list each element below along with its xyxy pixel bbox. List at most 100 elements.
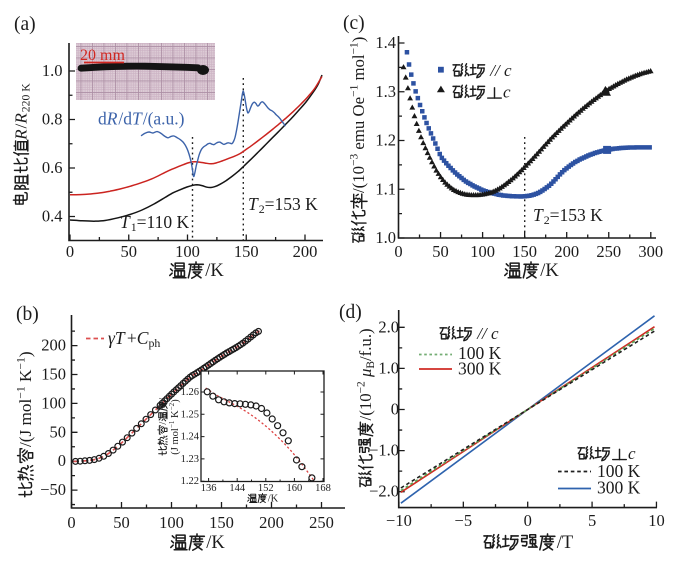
svg-text:300 K: 300 K — [458, 359, 502, 379]
svg-text:152: 152 — [258, 483, 274, 494]
svg-text:/K: /K — [540, 261, 559, 281]
svg-text:1.0: 1.0 — [42, 61, 63, 80]
svg-text:50: 50 — [113, 513, 130, 532]
svg-text:1.26: 1.26 — [181, 387, 199, 398]
svg-text:T: T — [533, 205, 544, 225]
svg-text:250: 250 — [596, 242, 621, 261]
svg-text:0: 0 — [58, 451, 66, 470]
svg-text:300: 300 — [638, 242, 663, 261]
svg-text:// c: // c — [489, 61, 512, 80]
svg-text:): ) — [16, 351, 35, 357]
svg-text:μ: μ — [356, 369, 375, 378]
svg-text:(d): (d) — [339, 302, 362, 323]
svg-text:ph: ph — [148, 336, 160, 350]
svg-text:1: 1 — [131, 220, 137, 234]
svg-text:1.23: 1.23 — [181, 454, 199, 465]
svg-text:c: c — [503, 83, 511, 102]
svg-text:0: 0 — [67, 513, 75, 532]
svg-text:150: 150 — [234, 242, 259, 261]
svg-text:200: 200 — [293, 242, 318, 261]
svg-text:−5: −5 — [455, 511, 473, 530]
svg-text:1.4: 1.4 — [375, 33, 396, 52]
svg-text:−1: −1 — [349, 84, 361, 96]
svg-text:0: 0 — [66, 242, 74, 261]
svg-text:c: c — [628, 444, 636, 463]
svg-text:136: 136 — [201, 483, 217, 494]
svg-text:220 K: 220 K — [19, 83, 32, 112]
svg-text:/: / — [12, 123, 31, 128]
svg-text:150: 150 — [41, 365, 66, 384]
svg-text:C: C — [137, 328, 149, 348]
svg-text:2.0: 2.0 — [378, 317, 399, 336]
svg-text:1.0: 1.0 — [378, 358, 399, 377]
svg-text:/T: /T — [557, 533, 573, 553]
svg-text:1.3: 1.3 — [375, 82, 396, 101]
svg-text:−1: −1 — [349, 42, 361, 54]
svg-text:160: 160 — [287, 483, 303, 494]
svg-text:168: 168 — [315, 483, 331, 494]
svg-text:−2: −2 — [356, 381, 368, 393]
svg-text:=110 K: =110 K — [137, 212, 190, 232]
svg-text:/(J mol: /(J mol — [16, 399, 35, 447]
svg-text:emu Oe: emu Oe — [349, 97, 368, 154]
svg-text:R: R — [106, 109, 118, 129]
svg-text:2: 2 — [259, 202, 265, 216]
svg-text:150: 150 — [512, 242, 537, 261]
svg-text:50: 50 — [432, 242, 449, 261]
svg-text:+: + — [127, 328, 137, 348]
svg-text:1.2: 1.2 — [375, 131, 396, 150]
svg-text:50: 50 — [121, 242, 138, 261]
svg-text:−1: −1 — [14, 386, 27, 399]
svg-text:−10: −10 — [386, 511, 412, 530]
svg-text:200: 200 — [41, 336, 66, 355]
svg-text:/(10: /(10 — [349, 166, 368, 193]
svg-text:/K: /K — [268, 494, 279, 505]
svg-text:T: T — [248, 194, 259, 214]
svg-text:T: T — [132, 109, 143, 129]
svg-text:5: 5 — [588, 511, 596, 530]
svg-text:−1.0: −1.0 — [369, 441, 399, 460]
svg-text:−2.0: −2.0 — [369, 482, 399, 501]
svg-text:0.8: 0.8 — [42, 110, 63, 129]
svg-text:1.25: 1.25 — [181, 409, 199, 420]
svg-text:0: 0 — [391, 400, 399, 419]
svg-text:γT: γT — [108, 328, 126, 348]
svg-text:100: 100 — [470, 242, 495, 261]
svg-text:(b): (b) — [16, 304, 39, 325]
svg-text:B: B — [365, 361, 377, 369]
svg-text:/K: /K — [206, 533, 225, 553]
svg-text:144: 144 — [229, 483, 246, 494]
svg-text:/K: /K — [205, 261, 224, 281]
svg-text:/: / — [158, 422, 169, 425]
svg-text:d: d — [98, 109, 107, 129]
svg-text:1.24: 1.24 — [181, 432, 200, 443]
svg-text:(c): (c) — [343, 13, 365, 34]
svg-text:mol: mol — [349, 54, 368, 85]
svg-text:(J mol: (J mol — [170, 428, 181, 455]
svg-text:/(a.u.): /(a.u.) — [143, 109, 185, 129]
svg-text:=153 K: =153 K — [550, 205, 603, 225]
svg-text:1.0: 1.0 — [375, 228, 396, 247]
svg-text:200: 200 — [554, 242, 579, 261]
svg-text:(a): (a) — [14, 14, 36, 35]
svg-text:100 K: 100 K — [597, 461, 641, 481]
svg-text:100 K: 100 K — [458, 343, 502, 363]
svg-text:K: K — [16, 369, 35, 386]
svg-text:150: 150 — [209, 513, 234, 532]
svg-text:100: 100 — [159, 513, 184, 532]
svg-text:300 K: 300 K — [597, 478, 641, 498]
svg-text:/d: /d — [118, 109, 132, 129]
svg-text:250: 250 — [309, 513, 334, 532]
svg-text:100: 100 — [41, 393, 66, 412]
svg-text:// c: // c — [476, 324, 499, 343]
svg-text:R: R — [12, 113, 31, 125]
svg-text:100: 100 — [175, 242, 200, 261]
svg-text:/: / — [158, 398, 169, 401]
svg-text:=153 K: =153 K — [265, 194, 318, 214]
svg-text:1.22: 1.22 — [181, 476, 199, 487]
svg-text:2: 2 — [544, 213, 550, 227]
svg-text:): ) — [349, 37, 368, 43]
svg-text:0.6: 0.6 — [42, 158, 63, 177]
svg-text:0: 0 — [524, 511, 532, 530]
svg-text:−50: −50 — [40, 480, 66, 499]
